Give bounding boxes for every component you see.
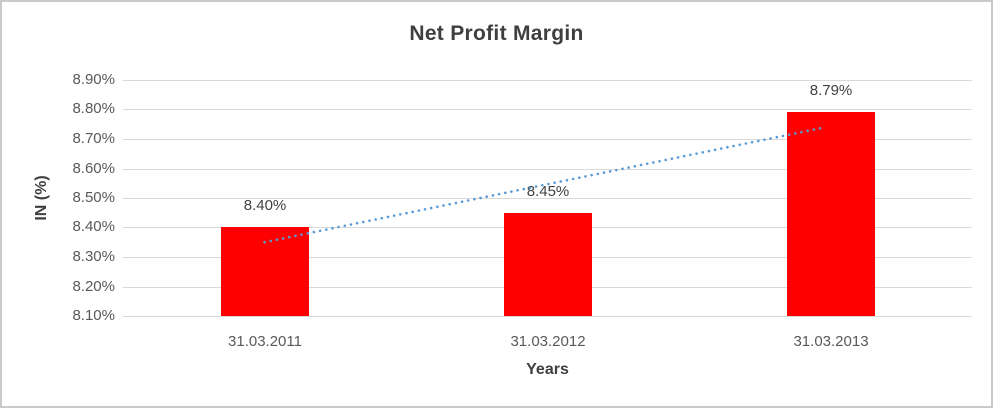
x-tick-label: 31.03.2012 [510,333,586,350]
y-tick-label: 8.60% [72,160,115,177]
gridline [123,316,972,317]
bar-data-label: 8.79% [809,82,853,99]
y-tick-label: 8.40% [72,218,115,235]
x-axis-title: Years [526,361,569,378]
chart-title: Net Profit Margin [409,22,584,45]
y-tick-label: 8.10% [72,307,115,324]
x-tick-label: 31.03.2013 [793,333,869,350]
y-tick-label: 8.30% [72,248,115,265]
x-tick-label: 31.03.2011 [228,333,302,350]
y-tick-label: 8.80% [72,100,115,117]
gridline [123,80,972,81]
y-tick-label: 8.70% [72,130,115,147]
bar-data-label: 8.40% [243,197,287,214]
bar [504,213,592,316]
gridline [123,139,972,140]
bar-data-label: 8.45% [526,183,570,200]
gridline [123,109,972,110]
y-tick-label: 8.90% [72,71,115,88]
trendline [263,125,827,244]
gridline [123,198,972,199]
y-tick-label: 8.50% [72,189,115,206]
gridline [123,169,972,170]
y-tick-label: 8.20% [72,278,115,295]
bar [787,112,875,316]
plot-area: 8.40% 8.45% 8.79% [123,80,972,317]
